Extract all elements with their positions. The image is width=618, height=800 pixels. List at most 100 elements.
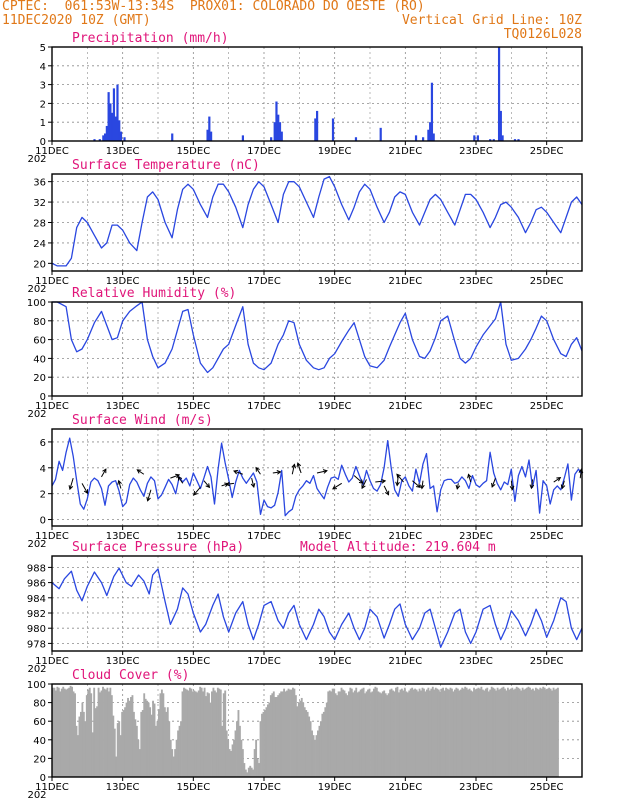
cloud-bar	[252, 769, 255, 777]
cloud-bar	[69, 685, 72, 777]
wind-arrow	[412, 480, 421, 488]
cloud-bar	[352, 692, 355, 777]
precip-bar	[116, 84, 119, 141]
temp-xtick-label: 19DEC	[318, 276, 352, 287]
cloud-bar	[249, 765, 252, 777]
cloud-bar	[212, 687, 215, 777]
cloud-xtick-label: 13DEC	[106, 782, 140, 793]
cloud-bar	[436, 688, 439, 777]
cloud-bar	[542, 686, 545, 777]
rh-xtick-label: 15DEC	[176, 401, 210, 412]
cloud-bar	[493, 688, 496, 777]
precip-bar	[517, 139, 520, 141]
cloud-bar	[107, 691, 110, 777]
cloud-bar	[174, 749, 177, 777]
cloud-bar	[337, 691, 340, 777]
cloud-bar	[228, 749, 231, 777]
cloud-bar	[478, 688, 481, 777]
cloud-bar	[427, 687, 430, 777]
cloud-bar	[131, 695, 134, 777]
cloud-bar	[305, 710, 308, 777]
cloud-bar	[286, 690, 288, 777]
temp-ytick-label: 32	[33, 198, 46, 209]
cloud-bar	[506, 687, 509, 777]
precip-bar	[501, 135, 504, 141]
cloud-bar	[168, 721, 171, 777]
cloud-bar	[100, 690, 103, 777]
temp-xtick-label: 11DEC	[35, 276, 69, 287]
cloud-bar	[178, 725, 181, 777]
cloud-bar	[392, 690, 394, 777]
cloud-bar	[219, 689, 222, 777]
cloud-bar	[231, 744, 234, 777]
cloud-bar	[408, 690, 411, 777]
cloud-bar	[339, 691, 341, 777]
cloud-bar	[216, 687, 219, 777]
wind-ytick-label: 0	[40, 516, 46, 527]
cloud-bar	[467, 689, 470, 777]
cloud-bar	[350, 688, 353, 777]
cloud-bar	[53, 687, 56, 777]
cloud-bar	[546, 688, 549, 777]
cloud-bar	[199, 686, 202, 777]
cloud-bar	[93, 687, 96, 777]
wind-ytick-label: 4	[40, 464, 46, 475]
wind-year-fragment: 202	[27, 539, 46, 550]
precip-bar	[430, 82, 434, 141]
cloud-bar	[390, 688, 393, 777]
cloud-bar	[205, 696, 207, 777]
cloud-bar	[537, 689, 540, 777]
cloud-bar	[200, 687, 203, 777]
rh-xtick-label: 11DEC	[35, 401, 69, 412]
cloud-bar	[264, 710, 266, 777]
cloud-bar	[297, 702, 300, 777]
cloud-bar	[518, 688, 521, 777]
cloud-bar	[468, 688, 471, 777]
cloud-bar	[284, 691, 287, 777]
cloud-bar	[106, 687, 109, 777]
precip-bar	[93, 139, 96, 141]
wind-arrow	[118, 480, 122, 489]
cloud-bar	[287, 688, 290, 777]
cloud-bar	[509, 688, 512, 777]
cloud-bar	[430, 688, 433, 777]
cloud-bar	[343, 690, 346, 777]
cloud-bar	[368, 688, 371, 777]
precip-bar	[107, 92, 110, 141]
cloud-bar	[103, 688, 106, 777]
cloud-bar	[75, 725, 78, 777]
pressure-ytick-label: 984	[27, 594, 46, 605]
cloud-bar	[181, 691, 184, 777]
cloud-bar	[474, 689, 477, 777]
cloud-bar	[397, 692, 400, 777]
cloud-bar	[63, 688, 66, 777]
cloud-bar	[424, 691, 427, 777]
cloud-bar	[548, 687, 551, 777]
cloud-bar	[389, 689, 392, 777]
temp-ytick-label: 36	[33, 178, 46, 189]
wind-arrow	[530, 479, 534, 489]
cloud-bar	[225, 730, 228, 777]
cloud-bar	[461, 687, 464, 777]
cloud-bar	[99, 692, 101, 777]
cloud-bar	[221, 725, 224, 777]
cloud-bar	[314, 739, 316, 777]
cloud-bar	[346, 695, 349, 777]
cloud-bar	[143, 693, 146, 777]
wind-arrow-head	[384, 490, 390, 496]
rh-xtick-label: 23DEC	[459, 401, 493, 412]
cloud-bar	[153, 703, 156, 777]
cloud-ytick-label: 20	[33, 754, 46, 765]
precip-bar	[429, 122, 432, 141]
cloud-bar	[203, 687, 206, 777]
cloud-bar	[241, 749, 244, 777]
cloud-bar	[498, 689, 500, 777]
cloud-bar	[381, 691, 384, 777]
wind-arrow	[272, 471, 281, 474]
cloud-bar	[127, 697, 129, 777]
cloud-bar	[405, 691, 408, 777]
precip-bar	[105, 125, 108, 141]
cloud-bar	[194, 691, 197, 777]
precip-xtick-label: 17DEC	[247, 146, 281, 157]
cloud-bar	[57, 687, 60, 777]
